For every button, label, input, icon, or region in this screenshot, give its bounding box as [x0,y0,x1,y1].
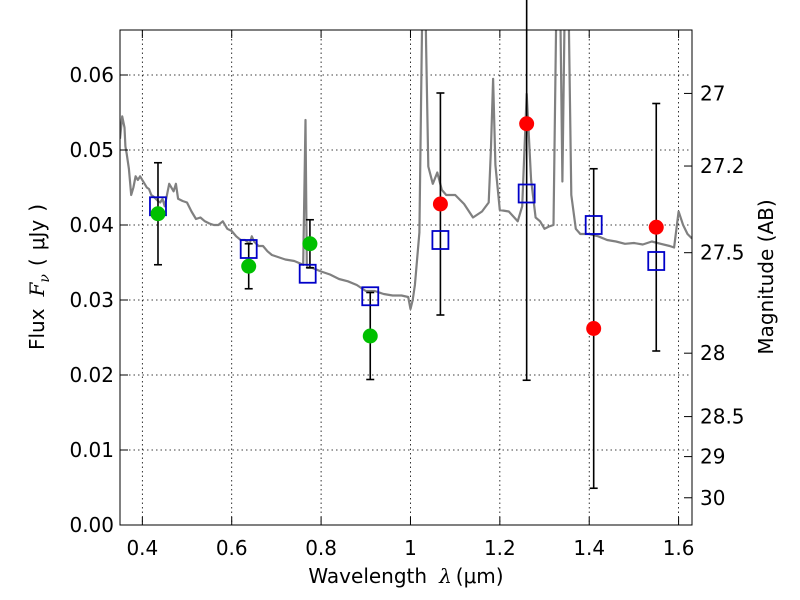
x-tick-label: 1.2 [484,536,516,560]
model-square-marker [647,251,666,271]
y-tick-label: 0.02 [69,363,114,387]
y2-tick-label: 27.2 [700,154,745,178]
observed-optical-point [150,206,166,222]
observed-nir-point [519,116,535,132]
y2-axis-label: Magnitude (AB) [754,199,778,354]
observed-optical-point [302,236,318,252]
tick-layer: 0.4 0.6 0.8 1 1.2 1.4 1.6 0.00 0.01 0.02 0.03 0.04 0… [69,30,745,560]
x-tick-label: 1 [404,536,417,560]
marker-layer [149,116,666,344]
spectrum-line [120,30,692,311]
y2-tick-label: 27 [700,81,725,105]
observed-nir-point [432,196,448,212]
observed-nir-point [586,321,602,336]
x-tick-label: 1.6 [663,536,695,560]
plot-frame [119,29,693,526]
model-square-marker [584,215,603,235]
x-tick-label: 1.4 [573,536,605,560]
y-tick-label: 0.04 [69,213,114,237]
x-axis-label: Wavelength λ (μm) [308,564,503,588]
model-square-marker [517,183,536,204]
x-tick-label: 0.4 [126,536,158,560]
model-square-marker [298,263,317,284]
errorbar-layer [153,0,661,490]
x-tick-label: 0.8 [305,536,337,560]
x-tick-label: 0.6 [216,536,248,560]
observed-optical-point [362,328,378,344]
y-tick-label: 0.00 [69,513,114,537]
y-axis-label: FluxFν(μJy) [25,204,53,350]
y-tick-label: 0.06 [69,63,114,87]
y2-tick-label: 30 [700,486,725,510]
y-tick-label: 0.05 [69,138,114,162]
y2-tick-label: 27.5 [700,241,745,265]
y-tick-label: 0.01 [69,438,114,462]
model-square-marker [239,239,258,259]
y2-tick-label: 28.5 [700,405,745,429]
y-tick-label: 0.03 [69,288,114,312]
model-square-marker [361,286,380,307]
grid [120,30,692,526]
observed-optical-point [241,258,257,274]
observed-nir-point [648,219,664,235]
spectrum-layer [120,30,692,311]
model-square-marker [431,230,450,250]
y2-tick-label: 28 [700,341,725,365]
y2-tick-label: 29 [700,445,725,469]
